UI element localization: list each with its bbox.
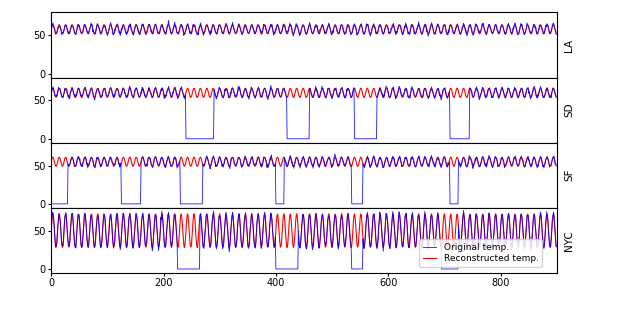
Reconstructed temp. <box>179 227 186 231</box>
Line: Original temp.: Original temp. <box>51 210 556 269</box>
Original temp. <box>102 237 110 241</box>
Reconstructed temp. <box>47 229 55 232</box>
Original temp. <box>408 219 415 222</box>
Reconstructed temp. <box>552 245 560 248</box>
Reconstructed temp. <box>248 212 255 216</box>
Original temp. <box>174 267 182 271</box>
Legend: Original temp., Reconstructed temp.: Original temp., Reconstructed temp. <box>419 239 542 267</box>
Text: SD: SD <box>564 103 574 117</box>
Original temp. <box>484 217 492 221</box>
Reconstructed temp. <box>428 215 436 219</box>
Line: Reconstructed temp.: Reconstructed temp. <box>51 214 556 247</box>
Text: LA: LA <box>564 38 574 51</box>
Original temp. <box>428 214 436 218</box>
Original temp. <box>460 209 467 212</box>
Original temp. <box>552 245 560 249</box>
Reconstructed temp. <box>408 218 415 222</box>
Reconstructed temp. <box>484 219 492 223</box>
Original temp. <box>179 267 187 271</box>
Text: NYC: NYC <box>564 230 574 250</box>
Original temp. <box>47 228 55 232</box>
Original temp. <box>264 244 271 248</box>
Text: SF: SF <box>564 169 574 181</box>
Reconstructed temp. <box>437 246 445 249</box>
Reconstructed temp. <box>102 237 110 241</box>
Reconstructed temp. <box>264 245 271 249</box>
